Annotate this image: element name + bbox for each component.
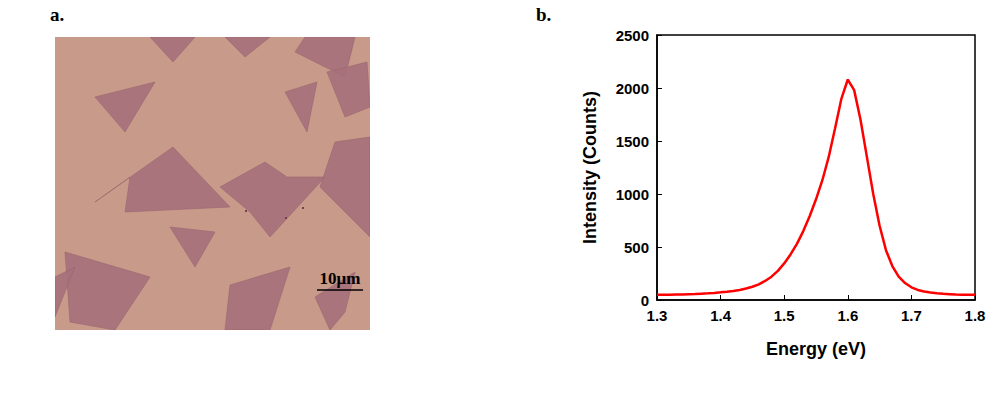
html-text:a.: a. <box>50 4 65 25</box>
svg-text:10μm: 10μm <box>320 269 361 288</box>
svg-text:2000: 2000 <box>616 80 649 97</box>
svg-text:500: 500 <box>624 239 649 256</box>
svg-text:1.7: 1.7 <box>901 307 922 324</box>
svg-text:1.8: 1.8 <box>965 307 986 324</box>
svg-text:Energy (eV): Energy (eV) <box>766 339 866 359</box>
svg-text:1500: 1500 <box>616 133 649 150</box>
svg-text:1.5: 1.5 <box>774 307 795 324</box>
svg-text:Intensity (Counts): Intensity (Counts) <box>580 91 600 244</box>
svg-text:1000: 1000 <box>616 186 649 203</box>
svg-text:0: 0 <box>641 292 649 309</box>
svg-text:2500: 2500 <box>616 27 649 44</box>
svg-text:1.6: 1.6 <box>837 307 858 324</box>
html-text:b.: b. <box>536 4 552 25</box>
svg-text:1.4: 1.4 <box>710 307 732 324</box>
svg-text:1.3: 1.3 <box>647 307 668 324</box>
